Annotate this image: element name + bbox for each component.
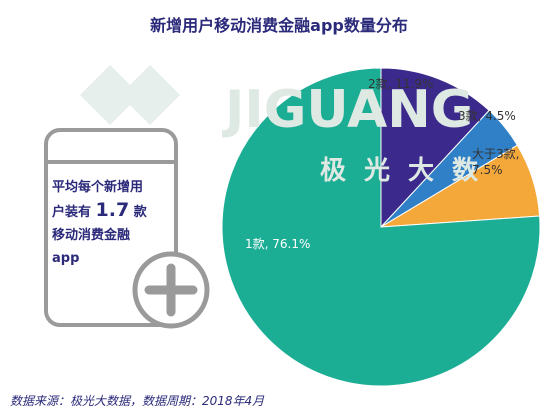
callout-text: 户装有	[52, 205, 92, 220]
data-label: 大于3款, 7.5%	[472, 147, 520, 177]
data-label: 3款, 4.5%	[458, 109, 516, 123]
watermark: JIGUANG	[225, 80, 474, 140]
watermark-logo	[80, 65, 180, 125]
callout-text: 款	[133, 205, 147, 220]
pie-slice	[380, 67, 490, 229]
data-label: 2款, 11.9%	[368, 77, 434, 91]
data-label: 1款, 76.1%	[245, 237, 311, 251]
callout-text: 平均每个新增用	[52, 180, 144, 195]
source-note: 数据来源：极光大数据，数据周期：2018年4月	[10, 394, 265, 408]
callout-text: 户装有 1.7 款	[52, 199, 177, 224]
callout-value: 1.7	[95, 199, 130, 221]
chart-title: 新增用户移动消费金融app数量分布	[150, 16, 408, 35]
watermark: 极光大数	[320, 156, 497, 186]
plus-icon-cross	[144, 263, 198, 317]
pie	[221, 67, 541, 387]
pie-slice	[221, 67, 541, 387]
callout: 平均每个新增用 户装有 1.7 款 移动消费金融 app	[52, 176, 177, 270]
callout-text: app	[52, 251, 80, 266]
callout-text: 移动消费金融	[52, 228, 131, 243]
